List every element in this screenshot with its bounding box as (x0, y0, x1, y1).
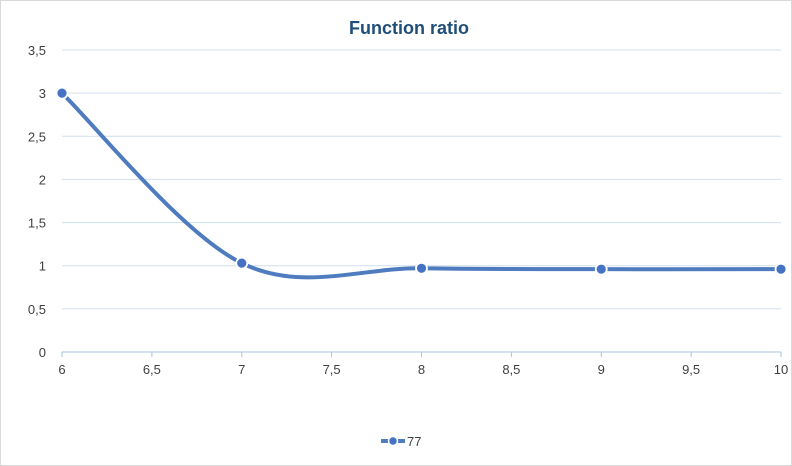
x-tick-label: 6 (58, 362, 65, 377)
x-tick-label: 8 (418, 362, 425, 377)
data-point (774, 262, 788, 276)
y-axis-tick-labels: 0 0,5 1 1,5 2 2,5 3 3,5 (28, 43, 46, 360)
legend-marker-swatch (387, 435, 399, 447)
x-tick-label: 7,5 (323, 362, 341, 377)
x-axis-tick-labels: 6 6,5 7 7,5 8 8,5 9 9,5 10 (58, 362, 788, 377)
data-point (594, 262, 608, 276)
y-tick-label: 1 (39, 259, 46, 274)
x-tick-label: 9,5 (682, 362, 700, 377)
data-point (235, 256, 249, 270)
data-point (55, 86, 69, 100)
legend-entry-label: 77 (407, 434, 421, 449)
chart-title: Function ratio (349, 18, 469, 38)
x-tick-label: 10 (774, 362, 788, 377)
x-tick-label: 8,5 (502, 362, 520, 377)
x-tick-label: 9 (598, 362, 605, 377)
data-point (415, 261, 428, 275)
series-layer (55, 86, 788, 280)
y-tick-label: 1,5 (28, 216, 46, 231)
y-tick-label: 2 (39, 172, 46, 187)
y-tick-label: 0 (39, 345, 46, 360)
y-tick-label: 2,5 (28, 129, 46, 144)
series-line (60, 91, 783, 280)
x-tick-label: 7 (238, 362, 245, 377)
y-tick-label: 3,5 (28, 43, 46, 58)
x-tick-label: 6,5 (143, 362, 161, 377)
y-tick-label: 3 (39, 86, 46, 101)
axes (61, 351, 782, 357)
legend: 77 (381, 434, 421, 449)
gridlines (62, 49, 781, 310)
y-tick-label: 0,5 (28, 302, 46, 317)
